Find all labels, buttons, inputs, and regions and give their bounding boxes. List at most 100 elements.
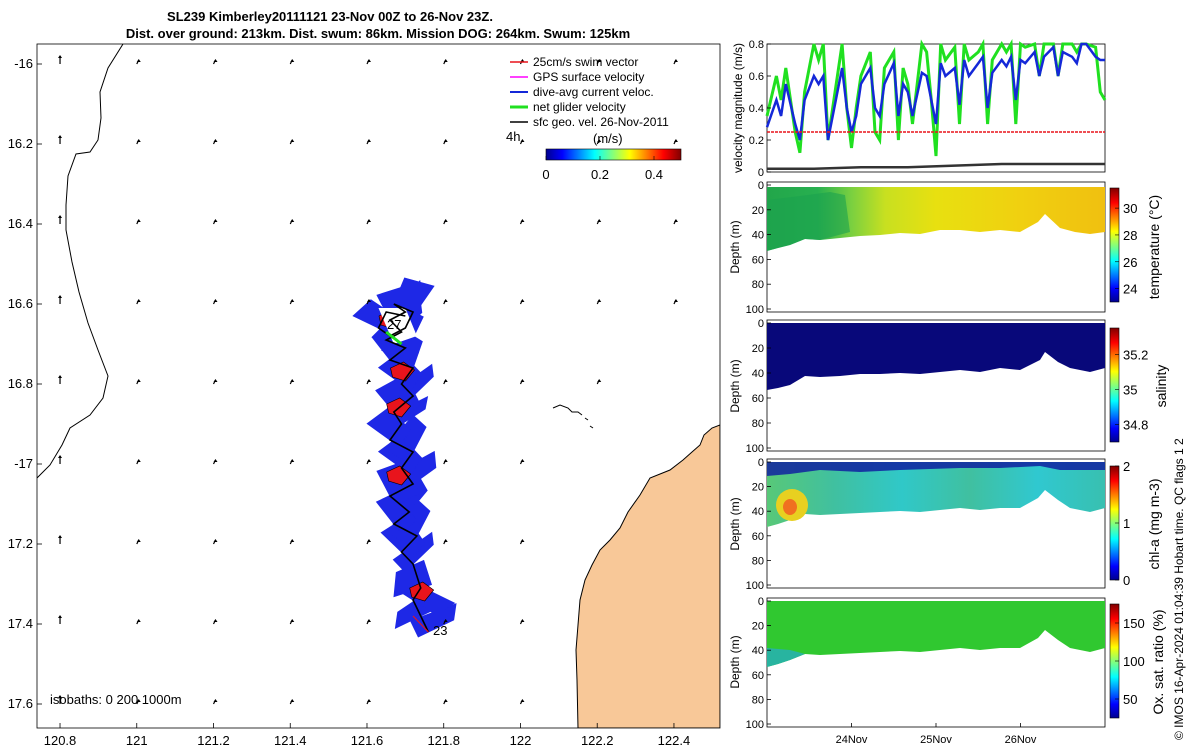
geo-velocity-arrowhead <box>290 59 295 62</box>
island-3 <box>589 425 594 429</box>
geo-velocity-arrowhead <box>290 299 295 302</box>
colorbar-tick-label: 0.2 <box>591 167 609 182</box>
geo-velocity-arrowhead <box>213 619 218 622</box>
geo-velocity-arrowhead <box>520 619 525 622</box>
salinity-cbar-label: salinity <box>1153 365 1169 408</box>
geo-velocity-arrowhead <box>366 299 371 302</box>
geo-velocity-arrowhead <box>366 459 371 462</box>
depth-y-tick-label: 80 <box>752 279 764 291</box>
geo-velocity-arrowhead <box>213 299 218 302</box>
depth-y-tick-label: 40 <box>752 506 764 518</box>
geo-velocity-arrowhead <box>597 219 602 222</box>
geo-velocity-arrowhead <box>58 135 63 138</box>
depth-y-tick-label: 80 <box>752 555 764 567</box>
map-y-tick-label: 16.6 <box>8 296 33 311</box>
geo-velocity-arrowhead <box>58 535 63 538</box>
salinity-field <box>767 323 1105 390</box>
geo-velocity-arrowhead <box>136 619 141 622</box>
map-y-tick-label: -16 <box>14 56 33 71</box>
geo-velocity-arrowhead <box>366 219 371 222</box>
geo-velocity-arrowhead <box>290 619 295 622</box>
geo-velocity-arrowhead <box>213 59 218 62</box>
geo-velocity-arrowhead <box>673 299 678 302</box>
geo-velocity-arrowhead <box>443 539 448 542</box>
colorbar-tick-label: 30 <box>1123 201 1137 216</box>
colorbar-tick-label: 0.4 <box>645 167 663 182</box>
geo-velocity-arrowhead <box>520 219 525 222</box>
depth-y-tick-label: 80 <box>752 694 764 706</box>
colorbar-gradient <box>545 148 682 161</box>
geo-velocity-arrowhead <box>520 459 525 462</box>
swim-vector-arrow <box>412 615 429 633</box>
map-y-tick-label: 16.8 <box>8 376 33 391</box>
depth-y-tick-label: 60 <box>752 531 764 543</box>
depth-y-tick-label: 100 <box>746 304 764 316</box>
isobaths-label: isobaths: 0 200 1000m <box>50 692 182 707</box>
depth-panels: Depth (m) temperature (°C) Depth (m) sal… <box>728 180 1169 746</box>
salinity-colorbar-gradient <box>1109 327 1120 443</box>
depth-y-tick-label: 60 <box>752 393 764 405</box>
chlorophyll-panel: Depth (m) chl-a (mg m-3) <box>728 458 1162 589</box>
temperature-ylabel: Depth (m) <box>728 220 742 273</box>
colorbar-tick-label: 35.2 <box>1123 347 1148 362</box>
depth-y-tick-label: 40 <box>752 368 764 380</box>
depth-y-tick-label: 20 <box>752 205 764 217</box>
colorbar-tick-label: 34.8 <box>1123 417 1148 432</box>
geo-velocity-arrowhead <box>58 695 63 698</box>
geo-velocity-arrowhead <box>290 379 295 382</box>
geo-velocity-arrowhead <box>213 539 218 542</box>
map-x-tick-label: 122.4 <box>658 733 691 748</box>
isobath-1000m <box>37 44 124 479</box>
geo-velocity-arrowhead <box>443 219 448 222</box>
time-x-tick-label: 26Nov <box>1005 734 1037 746</box>
island-1 <box>552 404 583 416</box>
geo-velocity-arrowhead <box>136 699 141 702</box>
geo-velocity-arrowhead <box>597 139 602 142</box>
geo-velocity-arrowhead <box>443 619 448 622</box>
geo-velocity-arrowhead <box>213 699 218 702</box>
geo-velocity-arrowhead <box>213 379 218 382</box>
geo-velocity-arrowhead <box>443 299 448 302</box>
land-mass <box>575 424 720 728</box>
legend-label-swim-vector: 25cm/s swim vector <box>533 55 638 69</box>
track-label-start: 27 <box>387 317 401 332</box>
velocity-y-tick-label: 0.4 <box>749 103 764 115</box>
temperature-shallow-water <box>767 192 850 251</box>
depth-y-tick-label: 100 <box>746 443 764 455</box>
geo-velocity-vectors <box>58 55 678 705</box>
map-legend: 25cm/s swim vector GPS surface velocity … <box>510 55 669 129</box>
colorbar-units: (m/s) <box>593 131 623 146</box>
legend-label-net-glider: net glider velocity <box>533 100 626 114</box>
title-line-2: Dist. over ground: 213km. Dist. swum: 86… <box>126 26 630 41</box>
velocity-y-tick-label: 0 <box>758 167 764 179</box>
geo-velocity-arrowhead <box>673 59 678 62</box>
swim-vector-marker <box>386 465 412 486</box>
geo-velocity-arrowhead <box>58 55 63 58</box>
title-line-1: SL239 Kimberley20111121 23-Nov 00Z to 26… <box>167 9 493 24</box>
salinity-panel: Depth (m) salinity <box>728 319 1169 452</box>
map-x-tick-label: 121.2 <box>197 733 230 748</box>
glider-track-line <box>377 303 430 633</box>
velocity-series <box>765 38 1107 171</box>
dive-avg-current-vector <box>366 406 412 448</box>
geo-velocity-arrowhead <box>366 539 371 542</box>
chlorophyll-ylabel: Depth (m) <box>728 497 742 550</box>
chlorophyll-cbar-label: chl-a (mg m-3) <box>1146 478 1162 569</box>
temperature-panel: Depth (m) temperature (°C) <box>728 181 1162 313</box>
depth-y-tick-label: 60 <box>752 670 764 682</box>
geo-velocity-arrowhead <box>366 699 371 702</box>
depth-y-tick-label: 100 <box>746 719 764 731</box>
geo-velocity-arrowhead <box>136 459 141 462</box>
map-x-tick-label: 121.6 <box>351 733 384 748</box>
velocity-axes: 0 0.2 0.4 0.6 0.8 <box>749 39 771 179</box>
time-x-tick-label: 24Nov <box>836 734 868 746</box>
velocity-panel: 0 0.2 0.4 0.6 0.8 velocity magnitude (m/s) <box>731 38 1107 179</box>
geo-velocity-arrowhead <box>290 219 295 222</box>
colorbar-tick-label: 50 <box>1123 692 1137 707</box>
geo-velocity-arrowhead <box>290 539 295 542</box>
temperature-colorbar-gradient <box>1109 187 1120 303</box>
geo-velocity-arrowhead <box>673 219 678 222</box>
map-panel: 27 23 isobaths: 0 200 1000m 25cm/s swim … <box>8 43 721 748</box>
colorbar-tick-label: 26 <box>1123 255 1137 270</box>
depth-y-tick-label: 20 <box>752 621 764 633</box>
